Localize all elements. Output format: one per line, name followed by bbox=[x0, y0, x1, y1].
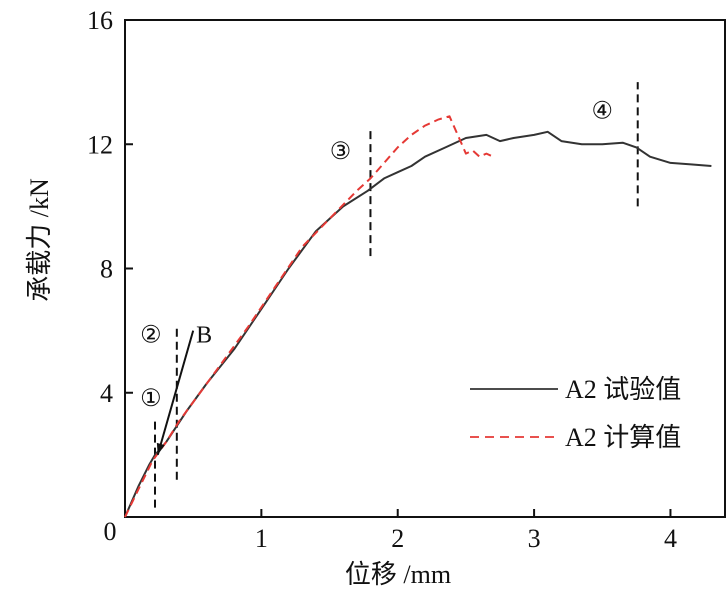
series-test-line bbox=[124, 130, 712, 518]
y-tick-label: 12 bbox=[87, 130, 113, 159]
annotation-layer: ① ② B ③ ④ bbox=[140, 99, 614, 456]
y-tick-label: 16 bbox=[87, 6, 113, 35]
markers-layer bbox=[154, 82, 639, 508]
legend-label-test: A2 试验值 bbox=[565, 375, 681, 404]
origin-tick-label: 0 bbox=[104, 517, 117, 546]
annotation-label: ③ bbox=[330, 139, 352, 165]
annotation-label: B bbox=[196, 322, 212, 348]
legend-label-calc: A2 计算值 bbox=[565, 423, 681, 452]
series-layer bbox=[124, 115, 712, 518]
x-tick-label: 4 bbox=[664, 524, 677, 553]
y-tick-label: 4 bbox=[100, 379, 113, 408]
x-tick-label: 3 bbox=[528, 524, 541, 553]
x-axis-label: 位移 /mm bbox=[345, 560, 451, 589]
y-tick-label: 8 bbox=[100, 255, 113, 284]
arrow-line bbox=[156, 330, 195, 456]
legend: A2 试验值 A2 计算值 bbox=[470, 375, 681, 452]
x-tick-label: 2 bbox=[391, 524, 404, 553]
annotation-label: ② bbox=[140, 322, 162, 348]
x-tick-label: 1 bbox=[255, 524, 268, 553]
annotation-label: ① bbox=[140, 386, 162, 412]
annotation-label: ④ bbox=[592, 99, 614, 125]
series-calc-line bbox=[124, 115, 494, 518]
arrow-head bbox=[156, 442, 165, 455]
y-axis-label: 承载力 /kN bbox=[25, 178, 54, 302]
